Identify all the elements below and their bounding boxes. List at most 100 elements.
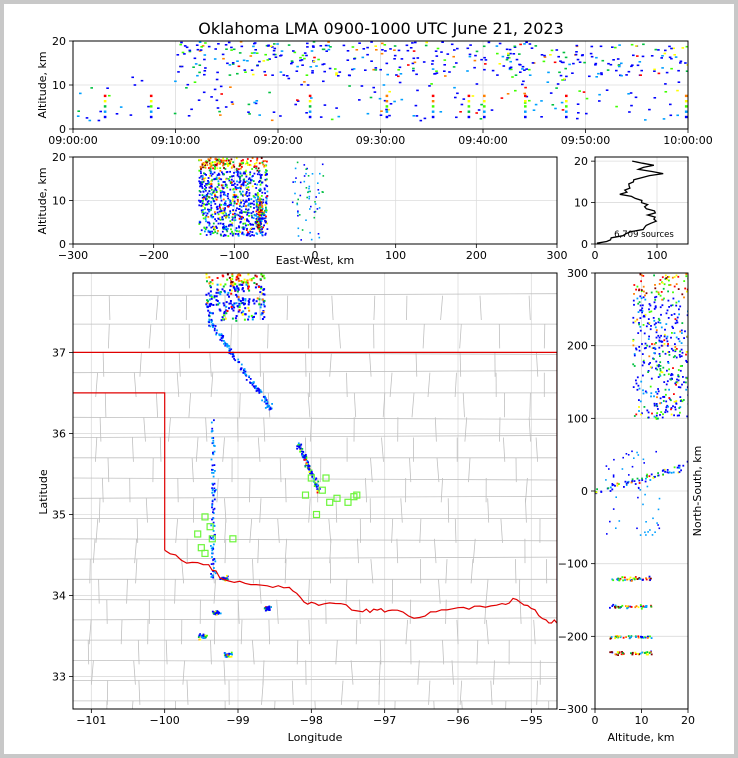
source-point bbox=[242, 310, 245, 313]
source-point bbox=[300, 450, 303, 453]
source-point bbox=[374, 45, 377, 47]
source-point bbox=[684, 62, 687, 64]
time-altitude-ylabel: Altitude, km bbox=[36, 51, 49, 118]
source-point bbox=[214, 490, 216, 492]
source-point bbox=[220, 204, 222, 206]
source-point bbox=[612, 579, 615, 582]
source-point bbox=[223, 181, 226, 183]
source-point bbox=[528, 74, 532, 76]
source-point bbox=[686, 314, 688, 317]
source-point bbox=[650, 291, 653, 294]
source-point bbox=[235, 157, 238, 160]
source-point bbox=[224, 291, 227, 294]
source-point bbox=[364, 69, 367, 71]
county-line bbox=[239, 392, 241, 418]
source-point bbox=[221, 191, 224, 193]
source-point bbox=[412, 50, 416, 52]
source-point bbox=[229, 188, 232, 191]
source-point bbox=[133, 84, 137, 86]
source-point bbox=[213, 464, 216, 466]
source-point bbox=[231, 224, 234, 227]
source-point bbox=[600, 490, 603, 493]
source-point bbox=[225, 48, 228, 50]
source-point bbox=[200, 159, 203, 162]
county-line bbox=[434, 417, 437, 442]
source-point bbox=[686, 377, 688, 380]
source-point bbox=[255, 199, 258, 201]
source-point bbox=[211, 197, 214, 199]
source-point bbox=[246, 233, 249, 236]
source-point bbox=[632, 386, 635, 388]
county-line bbox=[370, 457, 373, 483]
source-point bbox=[660, 57, 663, 59]
source-point bbox=[305, 462, 308, 464]
source-point bbox=[661, 304, 664, 307]
source-point bbox=[220, 159, 222, 162]
source-point bbox=[638, 322, 640, 324]
source-point bbox=[641, 311, 643, 314]
source-point bbox=[685, 45, 688, 48]
source-point bbox=[210, 547, 213, 550]
source-point bbox=[214, 213, 217, 215]
tick-label-y: 0 bbox=[59, 238, 66, 251]
source-point bbox=[615, 653, 618, 656]
source-point bbox=[237, 175, 240, 178]
source-point bbox=[227, 205, 230, 208]
source-point bbox=[261, 292, 264, 295]
source-point bbox=[659, 402, 661, 405]
source-point bbox=[614, 637, 616, 640]
source-point bbox=[670, 67, 673, 70]
source-point bbox=[228, 216, 230, 219]
source-point bbox=[209, 164, 212, 167]
source-point bbox=[651, 343, 653, 345]
source-point bbox=[226, 654, 229, 656]
source-point bbox=[540, 116, 543, 118]
source-point bbox=[210, 96, 213, 98]
county-line bbox=[472, 538, 476, 564]
source-point bbox=[201, 162, 204, 165]
lma-station-marker bbox=[318, 486, 326, 494]
source-point bbox=[255, 201, 258, 203]
county-line bbox=[415, 352, 418, 377]
source-point bbox=[219, 85, 223, 88]
source-point bbox=[653, 346, 656, 349]
source-point bbox=[251, 185, 254, 188]
source-point bbox=[208, 305, 211, 308]
source-point bbox=[199, 233, 202, 235]
source-point bbox=[685, 388, 688, 391]
source-point bbox=[198, 199, 200, 202]
source-point bbox=[561, 109, 565, 111]
source-point bbox=[219, 194, 222, 197]
source-point bbox=[229, 289, 231, 292]
source-point bbox=[679, 411, 681, 414]
source-point bbox=[435, 72, 439, 74]
source-point bbox=[243, 303, 245, 306]
source-point bbox=[228, 656, 231, 658]
source-point bbox=[672, 349, 674, 352]
source-point bbox=[234, 215, 237, 217]
source-point bbox=[424, 44, 428, 47]
source-point bbox=[228, 295, 230, 298]
source-point bbox=[224, 204, 227, 206]
source-point bbox=[676, 381, 679, 384]
source-point bbox=[678, 414, 680, 417]
source-point bbox=[253, 163, 256, 165]
source-point bbox=[645, 477, 647, 480]
source-point bbox=[221, 316, 224, 319]
source-point bbox=[209, 233, 212, 236]
source-point bbox=[213, 498, 216, 501]
source-point bbox=[431, 115, 435, 119]
source-point bbox=[256, 64, 259, 67]
source-point bbox=[652, 317, 655, 319]
source-point bbox=[630, 636, 632, 639]
source-point bbox=[259, 187, 262, 190]
source-point bbox=[385, 115, 389, 119]
source-point bbox=[205, 186, 207, 189]
source-point bbox=[250, 179, 252, 182]
source-point bbox=[660, 344, 663, 347]
source-point bbox=[654, 475, 656, 478]
county-line bbox=[357, 700, 359, 709]
source-point bbox=[261, 161, 264, 164]
source-point bbox=[665, 406, 668, 409]
source-point bbox=[226, 186, 229, 189]
